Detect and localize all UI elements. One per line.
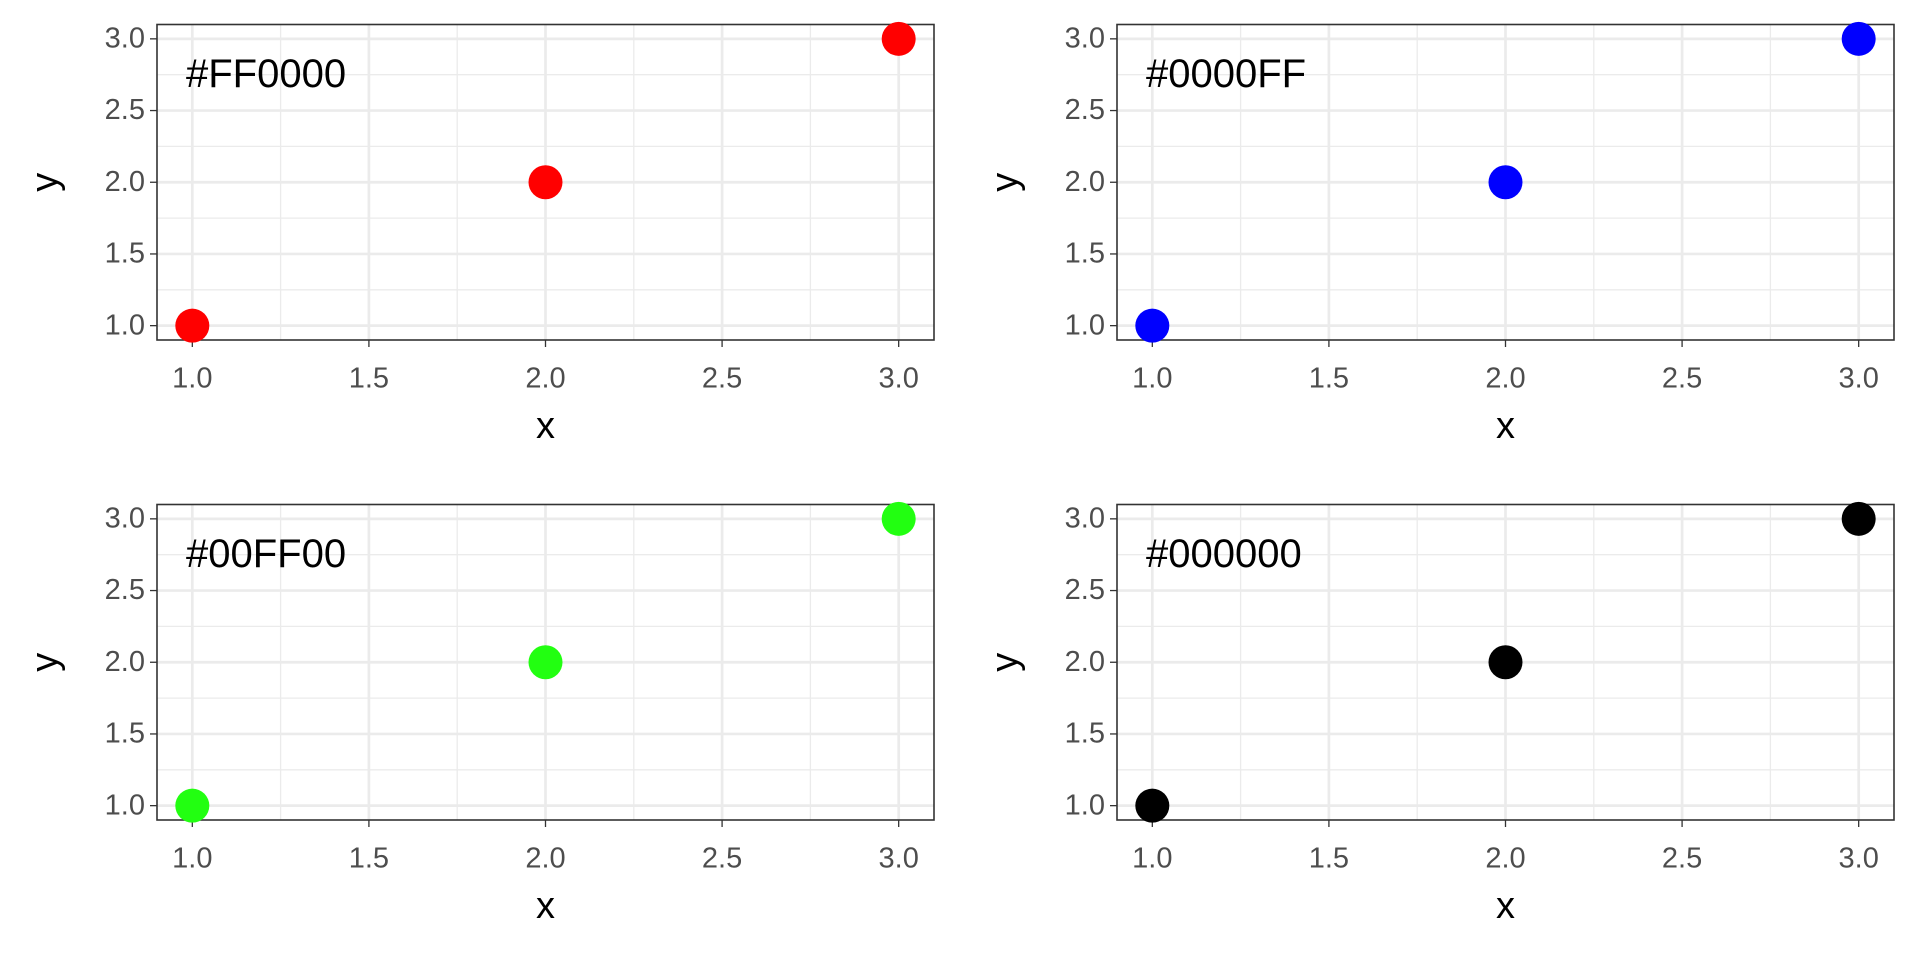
- x-tick-label: 3.0: [879, 843, 919, 875]
- x-axis-title: x: [1496, 885, 1515, 927]
- point: [1488, 165, 1523, 200]
- panel-border: [1116, 23, 1895, 341]
- y-tick-label: 2.0: [105, 646, 145, 678]
- y-tick-label: 3.0: [105, 22, 145, 54]
- x-tick-label: 3.0: [879, 363, 919, 395]
- x-tick-label: 2.0: [1485, 843, 1525, 875]
- x-tick-label: 1.5: [1309, 843, 1349, 875]
- y-tick-label: 1.0: [1065, 309, 1105, 341]
- y-tick-label: 2.0: [1065, 166, 1105, 198]
- y-tick-label: 1.5: [105, 718, 145, 750]
- point: [175, 308, 210, 343]
- point: [1841, 501, 1876, 536]
- point: [1841, 21, 1876, 56]
- x-tick-label: 2.0: [1485, 363, 1525, 395]
- x-tick-label: 1.5: [349, 363, 389, 395]
- point: [528, 165, 563, 200]
- annotation: #FF0000: [186, 52, 346, 96]
- y-tick-label: 1.0: [105, 309, 145, 341]
- y-tick-label: 1.5: [1065, 718, 1105, 750]
- x-axis-title: x: [536, 405, 555, 447]
- x-tick-label: 1.0: [1132, 363, 1172, 395]
- y-tick-label: 3.0: [105, 502, 145, 534]
- point: [881, 501, 916, 536]
- annotation: #0000FF: [1146, 52, 1306, 96]
- annotation: #000000: [1146, 532, 1302, 576]
- x-tick-label: 2.0: [525, 843, 565, 875]
- y-tick-label: 1.0: [1065, 789, 1105, 821]
- point: [1135, 788, 1170, 823]
- x-axis-title: x: [536, 885, 555, 927]
- y-tick-label: 2.0: [1065, 646, 1105, 678]
- y-tick-label: 3.0: [1065, 22, 1105, 54]
- y-tick-label: 2.5: [105, 574, 145, 606]
- y-axis-title: y: [984, 173, 1026, 192]
- point: [881, 21, 916, 56]
- x-tick-label: 3.0: [1839, 843, 1879, 875]
- y-tick-label: 3.0: [1065, 502, 1105, 534]
- x-tick-label: 1.5: [1309, 363, 1349, 395]
- y-axis-title: y: [24, 173, 66, 192]
- point: [1135, 308, 1170, 343]
- y-tick-label: 1.5: [1065, 238, 1105, 270]
- x-tick-label: 2.5: [1662, 363, 1702, 395]
- y-tick-label: 2.0: [105, 166, 145, 198]
- panel-border: [156, 23, 935, 341]
- x-tick-label: 1.0: [172, 363, 212, 395]
- x-tick-label: 1.0: [172, 843, 212, 875]
- y-axis-title: y: [24, 653, 66, 672]
- y-tick-label: 1.0: [105, 789, 145, 821]
- y-tick-label: 2.5: [105, 94, 145, 126]
- point: [528, 645, 563, 680]
- point: [175, 788, 210, 823]
- panel-border: [156, 503, 935, 821]
- y-tick-label: 1.5: [105, 238, 145, 270]
- annotation: #00FF00: [186, 532, 346, 576]
- x-tick-label: 1.5: [349, 843, 389, 875]
- x-tick-label: 2.5: [702, 843, 742, 875]
- x-tick-label: 2.5: [702, 363, 742, 395]
- x-tick-label: 3.0: [1839, 363, 1879, 395]
- y-tick-label: 2.5: [1065, 94, 1105, 126]
- panel-border: [1116, 503, 1895, 821]
- x-tick-label: 1.0: [1132, 843, 1172, 875]
- point: [1488, 645, 1523, 680]
- y-tick-label: 2.5: [1065, 574, 1105, 606]
- x-tick-label: 2.0: [525, 363, 565, 395]
- x-tick-label: 2.5: [1662, 843, 1702, 875]
- y-axis-title: y: [984, 653, 1026, 672]
- x-axis-title: x: [1496, 405, 1515, 447]
